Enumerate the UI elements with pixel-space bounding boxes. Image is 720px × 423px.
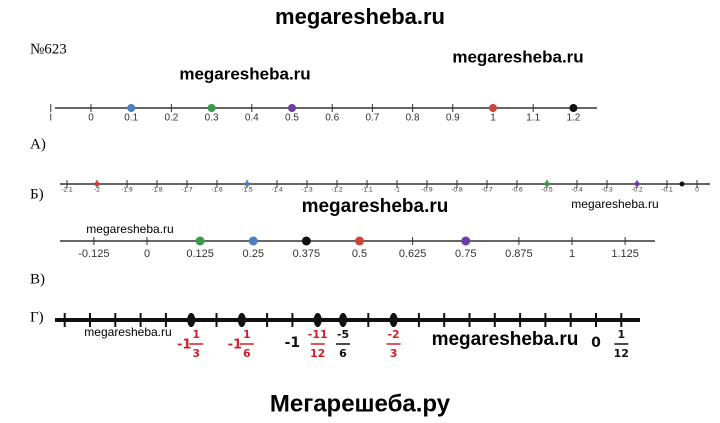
tick-label: 0.2 [164, 113, 178, 124]
tick-label: -0.8 [451, 187, 463, 194]
watermark: Мегарешеба.ру [270, 390, 451, 417]
watermark: megaresheba.ru [302, 196, 449, 217]
watermark: megaresheba.ru [275, 4, 445, 29]
point [244, 181, 250, 187]
point [195, 236, 205, 246]
tick-label: 1 [569, 248, 575, 260]
tick-label: -1.4 [271, 187, 283, 194]
handwritten-label: -1 [228, 338, 242, 353]
point [339, 313, 347, 327]
tick-label: I [49, 113, 52, 124]
handwritten-label: 1 [243, 328, 251, 341]
watermark: megaresheba.ru [452, 47, 583, 66]
tick-label: 0.9 [446, 113, 460, 124]
watermark: megaresheba.ru [571, 197, 658, 211]
tick-label: -0.9 [421, 187, 433, 194]
tick-label: 0.875 [505, 248, 533, 260]
tick-label: 0 [695, 187, 699, 194]
handwritten-label: 12 [310, 347, 325, 360]
tick-label: 0.125 [186, 248, 214, 260]
part-label: Г) [30, 309, 44, 325]
tick-label: 0.3 [205, 113, 219, 124]
handwritten-label: 3 [192, 347, 200, 360]
tick-label: -1.9 [121, 187, 133, 194]
tick-label: -0.2 [631, 187, 643, 194]
watermark: megaresheba.ru [86, 222, 173, 236]
point [187, 313, 196, 327]
tick-label: -0.4 [571, 187, 583, 194]
point [248, 236, 258, 246]
point [288, 104, 296, 112]
watermark: megaresheba.ru [179, 64, 310, 83]
point [313, 313, 322, 327]
tick-label: -0.3 [601, 187, 613, 194]
tick-label: -1.5 [241, 187, 253, 194]
tick-label: 0.7 [365, 113, 379, 124]
point [301, 236, 311, 246]
point [389, 313, 398, 327]
handwritten-label: -1 [285, 335, 301, 351]
tick-label: -2.1 [61, 187, 73, 194]
watermark: megaresheba.ru [432, 329, 579, 350]
point [679, 181, 685, 187]
tick-label: 0.1 [124, 113, 138, 124]
tick-label: 0.625 [399, 248, 427, 260]
point [355, 236, 364, 246]
handwritten-label: 12 [614, 347, 629, 360]
tick-label: 0 [144, 248, 150, 260]
point [569, 104, 578, 112]
part-label: Б) [30, 186, 44, 202]
watermark: megaresheba.ru [84, 325, 171, 339]
tick-label: 0.4 [245, 113, 259, 124]
tick-label: 1.125 [611, 248, 639, 260]
tick-label: 0 [88, 113, 94, 124]
problem-number: №623 [30, 41, 67, 57]
tick-label: 0.8 [406, 113, 420, 124]
handwritten-label: 6 [243, 347, 251, 360]
point [489, 104, 497, 112]
tick-label: 0.25 [243, 248, 264, 260]
tick-label: -1.6 [211, 187, 223, 194]
handwritten-label: -2 [387, 328, 399, 341]
point [461, 236, 471, 246]
part-label: В) [30, 271, 45, 287]
handwritten-label: 1 [192, 328, 200, 341]
point [207, 104, 216, 112]
handwritten-label: -1 [177, 338, 191, 353]
tick-label: 0.75 [455, 248, 476, 260]
tick-label: -1.1 [361, 187, 373, 194]
tick-label: -0.6 [511, 187, 523, 194]
point [544, 181, 550, 187]
tick-label: 1.2 [566, 113, 580, 124]
handwritten-label: 6 [339, 347, 347, 360]
point [237, 313, 246, 327]
handwritten-label: 0 [591, 335, 601, 351]
handwritten-label: -5 [337, 328, 349, 341]
point [127, 104, 136, 112]
tick-label: 1 [490, 113, 496, 124]
tick-label: -1 [394, 187, 400, 194]
part-label: А) [30, 136, 46, 152]
point [94, 181, 100, 187]
tick-label: 0.5 [352, 248, 367, 260]
tick-label: 0.5 [285, 113, 299, 124]
handwritten-label: -11 [308, 328, 328, 341]
tick-label: -1.2 [331, 187, 343, 194]
tick-label: -0.7 [481, 187, 493, 194]
tick-label: -0.1 [661, 187, 673, 194]
handwritten-label: 3 [390, 347, 398, 360]
tick-label: -0.125 [78, 248, 109, 260]
tick-label: 0.6 [325, 113, 339, 124]
tick-label: -1.3 [301, 187, 313, 194]
handwritten-label: 1 [617, 328, 625, 341]
tick-label: -1.7 [181, 187, 193, 194]
point [634, 181, 640, 187]
tick-label: 1.1 [526, 113, 540, 124]
tick-label: -2 [94, 187, 100, 194]
tick-label: 0.375 [293, 248, 321, 260]
tick-label: -1.8 [151, 187, 163, 194]
tick-label: -0.5 [541, 187, 553, 194]
